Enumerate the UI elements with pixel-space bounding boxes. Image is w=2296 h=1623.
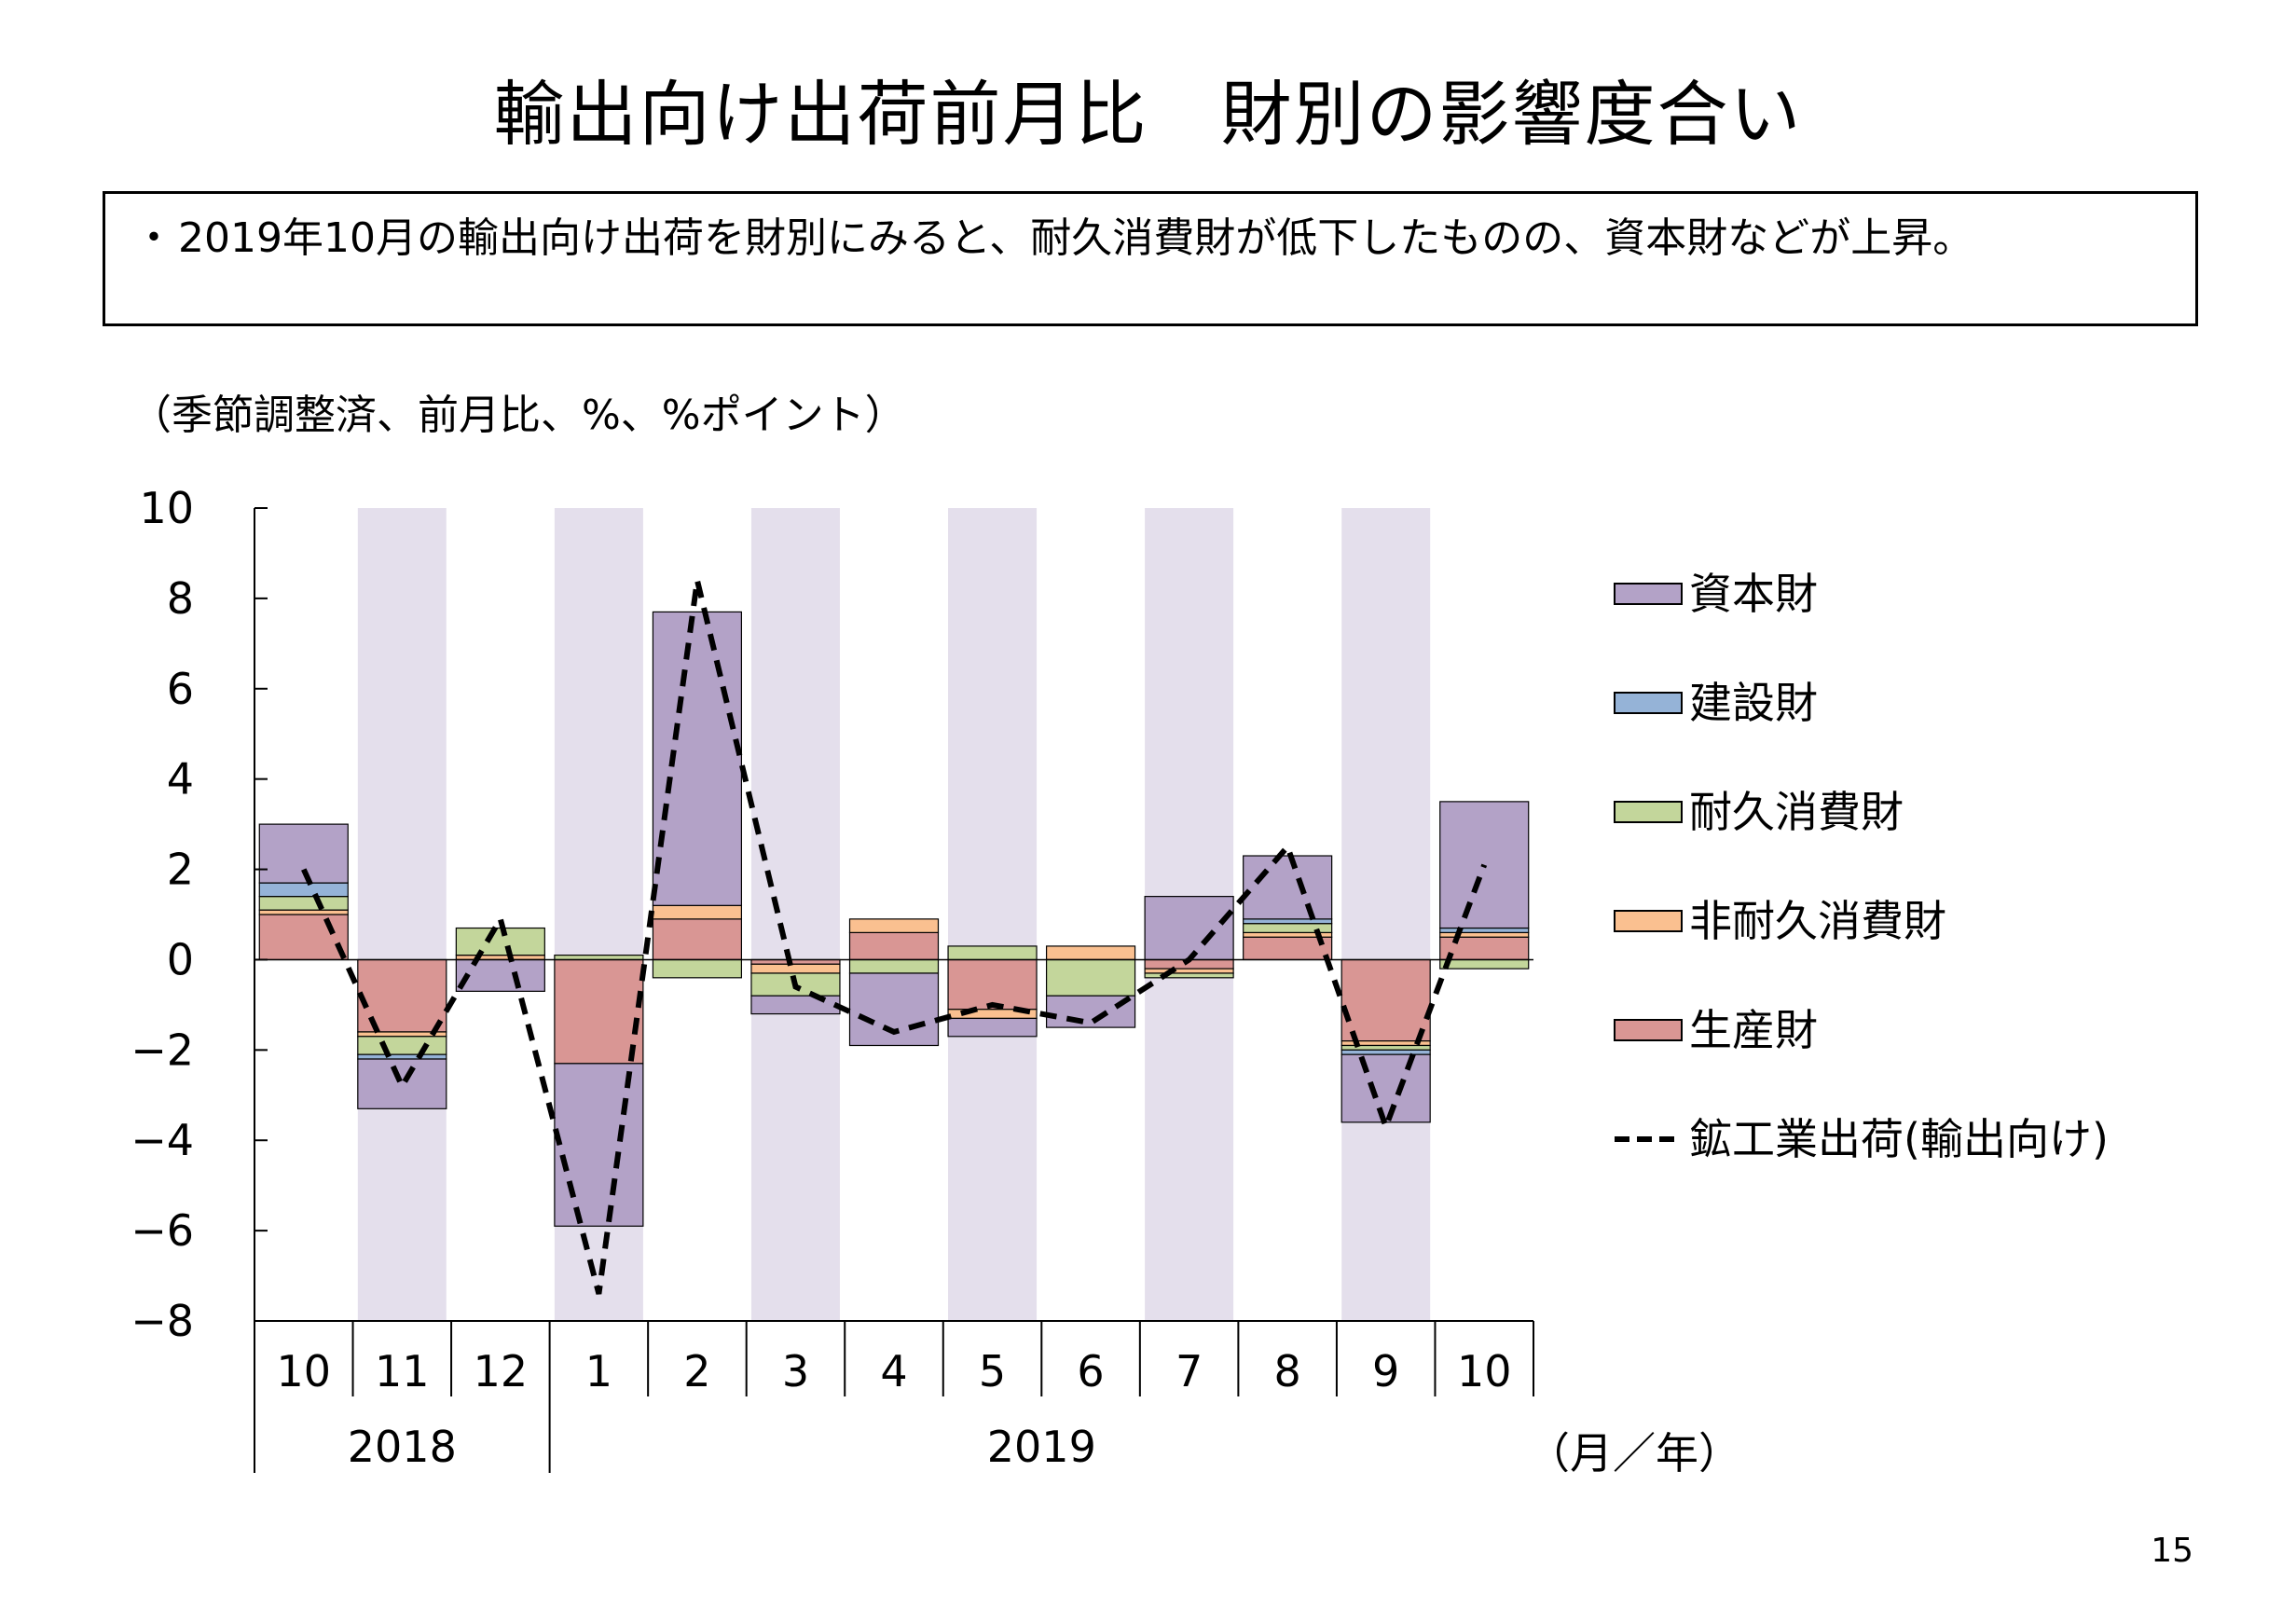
bar-segment-2-9 — [1144, 972, 1234, 979]
bar-segment-2-4 — [652, 958, 743, 979]
bar-segment-3-1 — [357, 1053, 447, 1060]
bar-segment-4-2 — [455, 958, 545, 992]
bar-segment-1-5 — [750, 963, 841, 974]
y-tick-label-5: 0 — [167, 934, 194, 984]
legend-swatch-3 — [1614, 910, 1683, 932]
bar-segment-4-7 — [947, 1017, 1038, 1038]
bar-segment-1-4 — [652, 904, 743, 920]
x-tick-label-10: 8 — [1274, 1346, 1301, 1396]
y-tick-label-3: 4 — [167, 754, 194, 805]
bar-segment-1-6 — [848, 918, 940, 933]
bar-segment-0-3 — [554, 958, 644, 1065]
x-tick-label-2: 12 — [474, 1346, 529, 1396]
x-tick-label-9: 7 — [1175, 1346, 1203, 1396]
x-tick-label-4: 2 — [683, 1346, 710, 1396]
unit-label: （季節調整済、前月比、%、%ポイント） — [131, 392, 906, 439]
x-axis-unit: （月／年） — [1527, 1428, 1741, 1479]
line-layer — [301, 579, 1488, 1295]
legend-label-5: 鉱工業出荷(輸出向け) — [1689, 1114, 2109, 1164]
bar-segment-1-0 — [258, 909, 349, 915]
legend-swatch-2 — [1614, 801, 1683, 823]
x-tick-label-1: 11 — [375, 1346, 430, 1396]
bar-segment-4-10 — [1243, 855, 1333, 920]
bar-segment-2-6 — [848, 958, 940, 974]
year-label-1: 2019 — [987, 1422, 1096, 1472]
legend-swatch-4 — [1614, 1019, 1683, 1041]
bar-segment-2-7 — [947, 945, 1038, 961]
summary-text: 2019年10月の輸出向け出荷を財別にみると、耐久消費財が低下したものの、資本財… — [178, 214, 1974, 262]
page-title: 輸出向け出荷前月比 財別の影響度合い — [493, 73, 1803, 156]
bar-segment-3-0 — [258, 882, 349, 898]
bar-segment-1-9 — [1144, 968, 1234, 974]
shade-column-11 — [1341, 508, 1431, 1321]
x-tick-label-6: 4 — [880, 1346, 907, 1396]
bar-segment-4-11 — [1340, 1053, 1431, 1123]
bar-segment-1-8 — [1045, 945, 1136, 961]
summary-bullet: ・ — [133, 214, 174, 262]
x-tick-label-11: 9 — [1372, 1346, 1399, 1396]
y-tick-label-9: −8 — [131, 1296, 194, 1346]
bar-segment-0-10 — [1243, 936, 1333, 961]
x-tick-label-0: 10 — [276, 1346, 331, 1396]
y-tick-label-2: 6 — [167, 664, 194, 714]
year-label-0: 2018 — [348, 1422, 457, 1472]
legend-swatch-1 — [1614, 692, 1683, 714]
bar-segment-4-9 — [1144, 896, 1234, 961]
bar-segment-2-8 — [1045, 958, 1136, 997]
y-tick-label-7: −4 — [131, 1115, 194, 1165]
shade-column-5 — [750, 508, 840, 1321]
bar-segment-2-0 — [258, 896, 349, 911]
y-tick-label-1: 8 — [167, 573, 194, 624]
bar-segment-2-2 — [455, 927, 545, 956]
x-tick-label-8: 6 — [1077, 1346, 1104, 1396]
legend-label-3: 非耐久消費財 — [1689, 896, 1946, 946]
bar-segment-4-5 — [750, 995, 841, 1015]
bar-segment-2-12 — [1439, 958, 1530, 970]
legend-swatch-0 — [1614, 583, 1683, 605]
bar-segment-1-12 — [1439, 931, 1530, 938]
shade-layer — [357, 508, 1431, 1321]
y-tick-label-0: 10 — [139, 483, 194, 533]
legend-label-2: 耐久消費財 — [1689, 787, 1904, 837]
y-tick-label-6: −2 — [131, 1025, 194, 1075]
bar-segment-0-7 — [947, 958, 1038, 1011]
bar-segment-4-3 — [554, 1063, 644, 1227]
bar-segment-0-11 — [1340, 958, 1431, 1042]
bar-segment-0-6 — [848, 931, 940, 961]
x-tick-label-7: 5 — [979, 1346, 1006, 1396]
x-tick-label-5: 3 — [782, 1346, 809, 1396]
x-tick-label-3: 1 — [585, 1346, 612, 1396]
y-tick-label-8: −6 — [131, 1205, 194, 1256]
bar-segment-4-1 — [357, 1058, 447, 1109]
bar-segment-3-12 — [1439, 927, 1530, 933]
legend-label-4: 生産財 — [1689, 1005, 1818, 1055]
page-number: 15 — [2151, 1532, 2193, 1570]
total-line — [301, 579, 1488, 1295]
shade-column-7 — [948, 508, 1038, 1321]
bar-segment-0-4 — [652, 918, 743, 961]
bar-layer — [258, 611, 1530, 1227]
bar-segment-2-1 — [357, 1036, 447, 1055]
x-tick-label-12: 10 — [1457, 1346, 1512, 1396]
summary-box: ・ 2019年10月の輸出向け出荷を財別にみると、耐久消費財が低下したものの、資… — [103, 191, 2198, 326]
shade-column-1 — [357, 508, 447, 1321]
y-tick-label-4: 2 — [167, 845, 194, 895]
bar-segment-3-10 — [1243, 918, 1333, 925]
legend-label-0: 資本財 — [1689, 569, 1818, 619]
legend-label-1: 建設財 — [1689, 678, 1818, 728]
bar-segment-0-0 — [258, 914, 349, 961]
bar-segment-4-4 — [652, 611, 743, 906]
bar-segment-3-11 — [1340, 1049, 1431, 1055]
